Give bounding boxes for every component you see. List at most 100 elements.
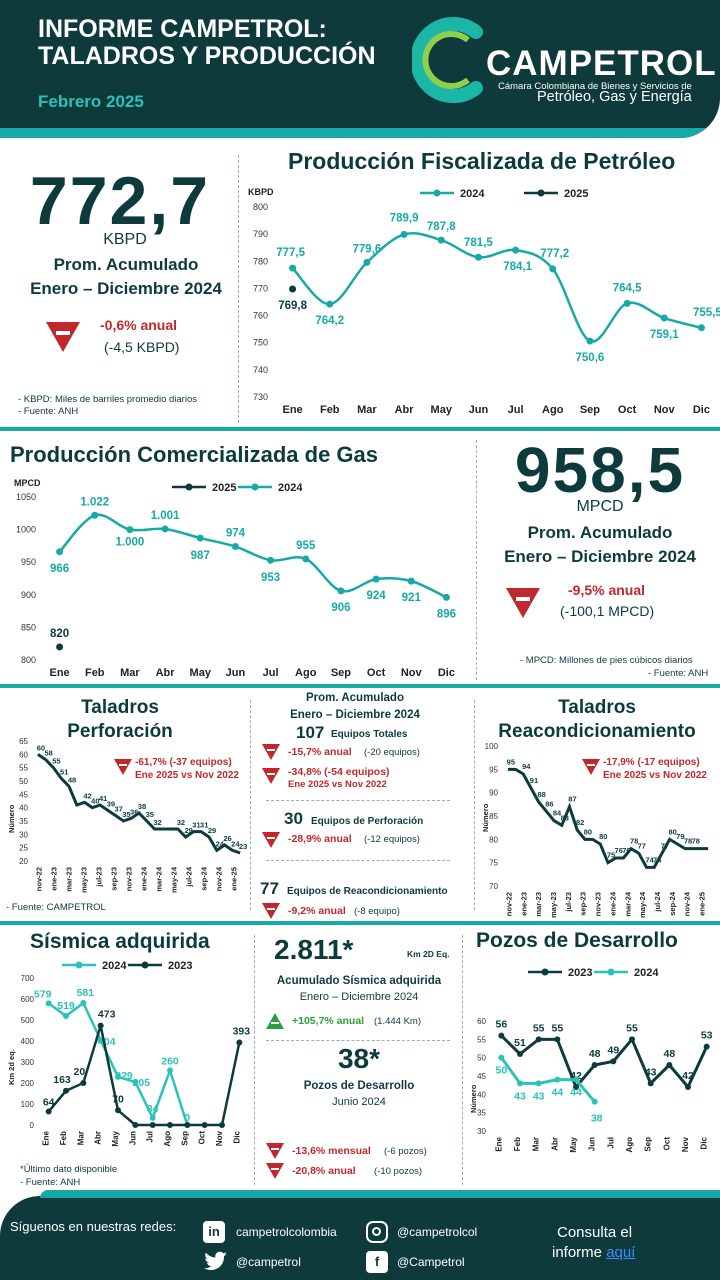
- brand-subtitle-2: Petróleo, Gas y Energía: [537, 89, 692, 105]
- total-rigs-value: 107: [296, 723, 325, 742]
- data-label: 49: [607, 1044, 619, 1056]
- data-label: 764,2: [315, 315, 344, 327]
- data-point: [623, 299, 631, 307]
- brand-subtitle-1: Cámara Colombiana de Bienes y Servicios …: [498, 81, 692, 92]
- y-tick-label: 40: [477, 1090, 486, 1099]
- x-tick-label: Ago: [163, 1131, 172, 1147]
- data-label: 32: [153, 818, 161, 827]
- x-tick-label: sep-24: [200, 866, 209, 891]
- y-tick-label: 500: [21, 1016, 35, 1025]
- total-rigs-label: Equipos Totales: [331, 729, 408, 740]
- facebook-handle[interactable]: @Campetrol: [397, 1255, 465, 1269]
- x-tick-label: sep-23: [579, 892, 588, 916]
- x-tick-label: Mar: [120, 667, 140, 679]
- data-point: [45, 1000, 52, 1007]
- data-label: 91: [530, 776, 538, 785]
- total-rigs-change-1-abs: (-20 equipos): [364, 747, 420, 758]
- data-label: 789,9: [390, 212, 419, 224]
- x-tick-label: Jul: [263, 667, 279, 679]
- data-label: 84: [553, 809, 562, 818]
- divider: [266, 1040, 450, 1041]
- wells-change-1: -13,6% mensual: [292, 1145, 371, 1157]
- data-label: 260: [161, 1055, 179, 1067]
- data-label: 38: [591, 1113, 603, 1125]
- twitter-handle[interactable]: @campetrol: [236, 1255, 301, 1269]
- x-tick-label: Mar: [357, 404, 377, 416]
- data-point: [115, 1073, 121, 1080]
- data-point: [363, 258, 371, 266]
- y-tick-label: 50: [477, 1054, 486, 1063]
- header-stripe: [0, 128, 720, 138]
- rec-rigs-change: -9,2% anual: [288, 905, 346, 917]
- legend-label: 2024: [460, 188, 485, 200]
- rec-rigs-value: 77: [260, 879, 279, 898]
- x-tick-label: Dic: [232, 1130, 241, 1143]
- y-tick-label: 770: [253, 283, 268, 293]
- x-tick-label: Jul: [508, 404, 524, 416]
- down-triangle-icon: [262, 744, 280, 760]
- data-label: 74: [645, 855, 654, 864]
- legend-marker: [75, 961, 83, 969]
- data-point: [289, 285, 297, 293]
- rec-box-period: Ene 2025 vs Nov 2022: [603, 770, 707, 781]
- data-point: [337, 587, 345, 595]
- x-tick-label: jul-24: [185, 866, 194, 887]
- section-band: [0, 921, 720, 925]
- x-tick-label: ene-25: [698, 892, 707, 916]
- linkedin-icon[interactable]: in: [203, 1221, 225, 1243]
- data-label: 24: [216, 839, 225, 848]
- instagram-handle[interactable]: @campetrolcol: [397, 1225, 478, 1239]
- series-line-Reacondicionamiento: [507, 767, 709, 869]
- y-tick-label: 60: [19, 750, 28, 759]
- data-label: 44: [551, 1087, 563, 1099]
- rigs-center-title-1: Prom. Acumulado: [306, 692, 404, 704]
- consult-label-2: informe aquí: [552, 1244, 635, 1261]
- y-tick-label: 100: [485, 742, 499, 751]
- facebook-icon[interactable]: f: [366, 1251, 388, 1273]
- data-point: [437, 236, 445, 244]
- y-tick-label: 200: [21, 1079, 35, 1088]
- linkedin-handle[interactable]: campetrolcolombia: [236, 1225, 337, 1239]
- data-label: 777,2: [540, 248, 569, 260]
- x-tick-label: Sep: [180, 1131, 189, 1146]
- data-label: 955: [296, 540, 316, 552]
- gas-kpi-label-2: Enero – Diciembre 2024: [504, 547, 696, 566]
- wells-change-2-abs: (-10 pozos): [374, 1166, 423, 1177]
- data-label: 1.001: [151, 510, 180, 522]
- x-tick-label: Feb: [59, 1131, 68, 1145]
- twitter-icon[interactable]: [204, 1251, 228, 1271]
- y-tick-label: 55: [477, 1035, 486, 1044]
- data-point: [666, 1062, 673, 1068]
- total-rigs-change-2: -34,8% (-54 equipos): [288, 766, 390, 778]
- brand-name: CAMPETROL: [486, 44, 717, 83]
- oil-kpi-label-2: Enero – Diciembre 2024: [30, 279, 222, 298]
- y-tick-label: 85: [489, 812, 498, 821]
- data-label: 966: [50, 563, 69, 575]
- data-label: 779,6: [353, 243, 382, 255]
- data-point: [697, 324, 705, 332]
- x-tick-label: may-24: [638, 891, 647, 918]
- data-label: 44: [570, 1087, 582, 1099]
- x-tick-label: Abr: [395, 404, 415, 416]
- report-title: INFORME CAMPETROL: TALADROS Y PRODUCCIÓN: [38, 15, 376, 70]
- data-point: [498, 1032, 505, 1039]
- x-tick-label: ene-23: [50, 867, 59, 891]
- rec-chart-title: Taladros Reacondicionamiento: [498, 697, 696, 742]
- data-label: 94: [522, 762, 531, 771]
- seismic-note-2: - Fuente: ANH: [20, 1177, 81, 1188]
- data-point: [167, 1122, 173, 1128]
- data-label: 764,5: [613, 282, 642, 294]
- data-label: 78: [684, 837, 692, 846]
- legend-marker: [607, 968, 615, 976]
- data-label: 579: [34, 988, 52, 1000]
- data-label: 35: [122, 810, 130, 819]
- data-point: [549, 265, 557, 273]
- instagram-icon[interactable]: [366, 1221, 388, 1243]
- x-tick-label: jul-24: [653, 891, 662, 912]
- x-tick-label: Oct: [198, 1131, 207, 1145]
- y-tick-label: 1050: [16, 492, 36, 502]
- data-point: [80, 999, 87, 1006]
- report-link[interactable]: aquí: [606, 1244, 636, 1261]
- data-point: [647, 1080, 654, 1087]
- x-tick-label: jul-23: [95, 867, 104, 888]
